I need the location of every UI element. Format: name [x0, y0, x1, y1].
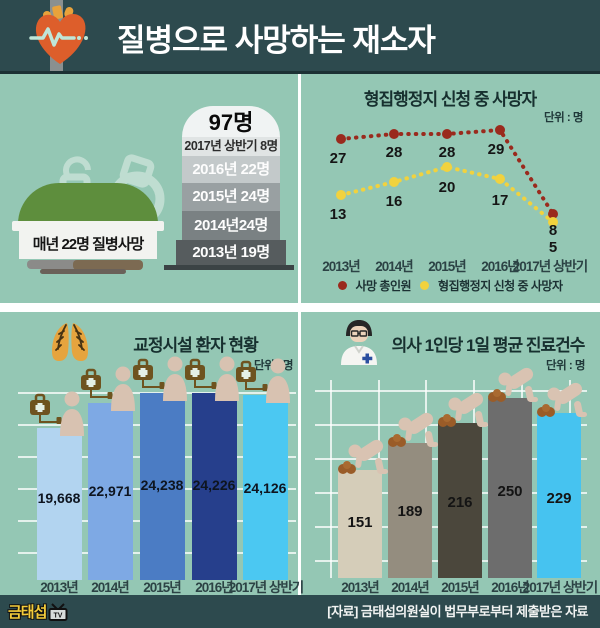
grave-shadow [27, 260, 103, 269]
vertical-divider [298, 74, 301, 595]
series-applicants-points [336, 162, 558, 227]
tombstone-row-2014: 2014년24명 [182, 211, 280, 240]
gridline [315, 390, 587, 392]
footer-bar: 금태섭 [자료] 금태섭의원실이 법무부로부터 제출받은 자료 [0, 595, 600, 628]
logo-text: 금태섭 [8, 604, 47, 621]
bar-2014-visits [388, 443, 432, 578]
point-label: 28 [386, 144, 403, 161]
legend-label-total: 사망 총인원 [355, 279, 412, 293]
bar-x-label: 2014년 [91, 580, 129, 595]
bar-2017-patients [243, 395, 288, 580]
bar-2014-patients [88, 403, 133, 580]
bar-x-label: 2013년 [40, 580, 78, 595]
tv-logo-icon [48, 603, 68, 621]
bar-value: 216 [447, 494, 473, 511]
patients-chart-title: 교정시설 환자 현황 [133, 336, 259, 355]
bar-x-label: 2017년 상반기 [522, 580, 598, 595]
bar-value: 22,971 [88, 483, 132, 499]
bar-value: 24,238 [140, 477, 184, 493]
grave-plinth-lip [12, 221, 164, 231]
logo: 금태섭 [8, 601, 68, 622]
bar-value: 250 [497, 483, 523, 500]
bar-2017-visits [537, 413, 581, 578]
bar-value: 19,668 [37, 490, 81, 506]
cpr-figure-icon [533, 377, 589, 417]
legend-label-applicants: 형집행정지 신청 중 사망자 [438, 279, 563, 293]
grave-caption: 매년 22명 질병사망 [19, 230, 157, 259]
point-label: 20 [439, 179, 456, 196]
grave-shadow [73, 260, 143, 270]
bar-value: 24,226 [192, 477, 236, 493]
bar-x-label: 2013년 [341, 580, 379, 595]
tombstone-total: 97명 [182, 106, 280, 137]
tombstone-icon: 2017년 상반기 8명 2016년 22명 2015년 24명 2014년24… [176, 137, 286, 265]
tombstone-ground-line [164, 265, 294, 270]
tombstone-row-2013: 2013년 19명 [176, 240, 286, 265]
bar-x-label: 2016년 [195, 580, 233, 595]
bar-x-label: 2017년 상반기 [228, 580, 304, 595]
point-label: 27 [330, 150, 347, 167]
line-x-label: 2014년 [375, 259, 413, 274]
line-chart: 27 28 28 29 8 13 16 20 17 5 [330, 125, 558, 256]
line-x-label: 2015년 [428, 259, 466, 274]
line-x-label: 2013년 [322, 259, 360, 274]
cpr-figure-icon [384, 407, 440, 447]
bar-value: 151 [347, 514, 373, 531]
doctor-chart-unit: 단위 : 명 [546, 360, 585, 372]
bar-value: 24,126 [243, 480, 287, 496]
gridline [330, 380, 332, 578]
bar-x-label: 2016년 [491, 580, 529, 595]
bar-2015-visits [438, 423, 482, 578]
point-label: 16 [386, 193, 403, 210]
point-label: 5 [549, 239, 557, 256]
point-label: 29 [488, 141, 505, 158]
line-x-label: 2016년 [481, 259, 519, 274]
doctor-chart-title: 의사 1인당 1일 평균 진료건수 [391, 336, 586, 355]
point-label: 28 [439, 144, 456, 161]
cpr-figure-icon [484, 362, 540, 402]
series-total-points [336, 125, 558, 219]
bar-2016-patients [192, 393, 237, 580]
page-title: 질병으로 사망하는 재소자 [117, 23, 436, 58]
legend: 사망 총인원 형집행정지 신청 중 사망자 [310, 277, 590, 294]
bar-value: 229 [546, 490, 572, 507]
series-applicants-line [339, 164, 555, 224]
bar-2013-patients [37, 428, 82, 580]
header-bar [0, 0, 600, 71]
heart-ekg-icon [28, 4, 92, 68]
tombstone-row-2016: 2016년 22명 [182, 156, 280, 183]
tombstone-row-2017: 2017년 상반기 8명 [182, 137, 280, 156]
bar-x-label: 2015년 [441, 580, 479, 595]
point-label: 17 [492, 192, 509, 209]
horizontal-divider [0, 303, 600, 312]
patient-figure-icon [233, 357, 297, 403]
point-label: 8 [549, 222, 557, 239]
grave-shadow [40, 269, 126, 274]
bar-2016-visits [488, 398, 532, 578]
bar-2013-visits [338, 470, 382, 578]
point-label: 13 [330, 206, 347, 223]
header-divider [0, 71, 600, 74]
bar-x-label: 2015년 [143, 580, 181, 595]
cpr-figure-icon [334, 434, 390, 474]
bar-2015-patients [140, 393, 185, 580]
bar-x-label: 2014년 [391, 580, 429, 595]
source-credit: [자료] 금태섭의원실이 법무부로부터 제출받은 자료 [327, 604, 588, 619]
grave-mound-icon [18, 183, 158, 224]
line-chart-title: 형집행정지 신청 중 사망자 [363, 90, 537, 109]
line-x-label: 2017년 상반기 [512, 259, 588, 274]
line-chart-unit: 단위 : 명 [544, 112, 583, 124]
legend-dot-yellow [420, 281, 430, 290]
legend-dot-red [337, 281, 347, 290]
tombstone-row-2015: 2015년 24명 [182, 183, 280, 211]
bar-value: 189 [397, 503, 423, 520]
cpr-figure-icon [434, 387, 490, 427]
